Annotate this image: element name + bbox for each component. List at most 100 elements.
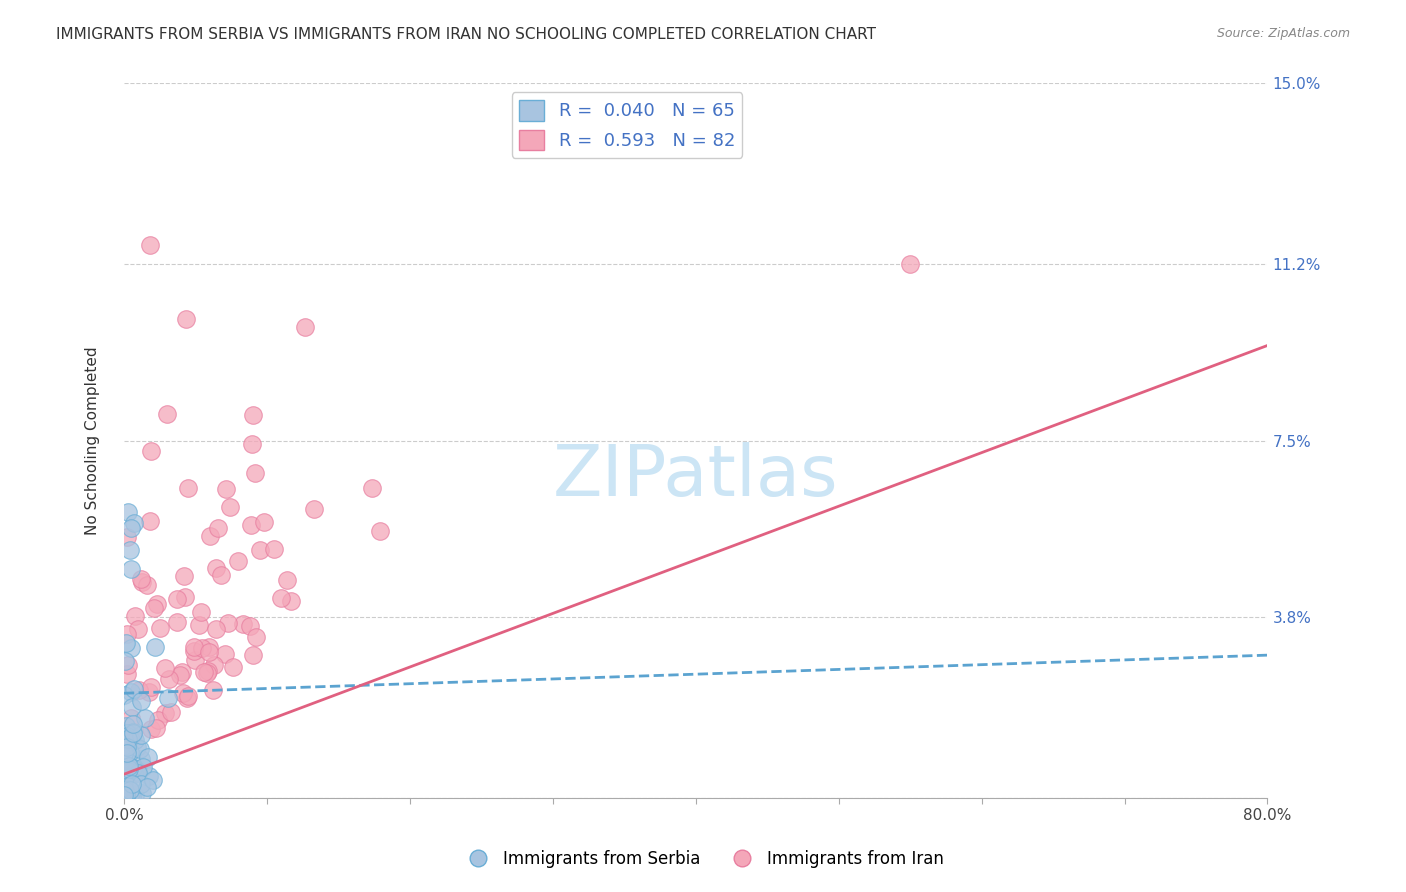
Point — [136, 780, 159, 794]
Point — [122, 766, 145, 780]
Point — [240, 436, 263, 450]
Point — [215, 482, 238, 496]
Point — [114, 788, 136, 802]
Point — [112, 688, 135, 702]
Point — [195, 665, 218, 680]
Point — [117, 731, 139, 746]
Point — [118, 543, 141, 558]
Point — [276, 573, 298, 587]
Point — [124, 609, 146, 624]
Point — [198, 640, 221, 655]
Point — [112, 747, 135, 761]
Point — [120, 640, 142, 655]
Point — [193, 665, 215, 679]
Point — [142, 773, 165, 788]
Point — [156, 691, 179, 706]
Point — [115, 789, 138, 803]
Point — [245, 630, 267, 644]
Point — [129, 573, 152, 587]
Point — [122, 726, 145, 740]
Point — [139, 238, 162, 252]
Point — [115, 530, 138, 544]
Point — [239, 619, 262, 633]
Point — [205, 622, 228, 636]
Point — [183, 640, 205, 654]
Point — [117, 730, 139, 744]
Point — [120, 711, 142, 725]
Point — [157, 672, 180, 686]
Point — [217, 616, 239, 631]
Point — [191, 641, 214, 656]
Point — [141, 722, 163, 736]
Point — [270, 591, 292, 606]
Point — [115, 626, 138, 640]
Point — [124, 732, 146, 747]
Point — [226, 554, 249, 568]
Point — [370, 524, 392, 539]
Point — [207, 521, 229, 535]
Point — [172, 686, 194, 700]
Point — [117, 764, 139, 778]
Point — [166, 591, 188, 606]
Point — [242, 648, 264, 662]
Point — [129, 777, 152, 791]
Point — [146, 713, 169, 727]
Point — [114, 654, 136, 668]
Point — [125, 739, 148, 754]
Point — [218, 500, 240, 515]
Point — [138, 685, 160, 699]
Legend: R =  0.040   N = 65, R =  0.593   N = 82: R = 0.040 N = 65, R = 0.593 N = 82 — [512, 93, 742, 158]
Point — [131, 574, 153, 589]
Point — [183, 653, 205, 667]
Point — [117, 505, 139, 519]
Point — [120, 562, 142, 576]
Point — [205, 561, 228, 575]
Point — [183, 643, 205, 657]
Point — [127, 763, 149, 777]
Point — [121, 776, 143, 790]
Point — [125, 765, 148, 780]
Point — [187, 617, 209, 632]
Point — [166, 615, 188, 629]
Point — [128, 623, 150, 637]
Point — [263, 541, 285, 556]
Point — [898, 257, 921, 271]
Point — [170, 665, 193, 679]
Point — [149, 621, 172, 635]
Point — [124, 788, 146, 802]
Point — [117, 779, 139, 793]
Point — [142, 601, 165, 615]
Text: Source: ZipAtlas.com: Source: ZipAtlas.com — [1216, 27, 1350, 40]
Point — [202, 683, 225, 698]
Point — [249, 543, 271, 558]
Point — [114, 636, 136, 650]
Point — [114, 719, 136, 733]
Point — [143, 640, 166, 654]
Point — [138, 514, 160, 528]
Text: IMMIGRANTS FROM SERBIA VS IMMIGRANTS FROM IRAN NO SCHOOLING COMPLETED CORRELATIO: IMMIGRANTS FROM SERBIA VS IMMIGRANTS FRO… — [56, 27, 876, 42]
Legend: Immigrants from Serbia, Immigrants from Iran: Immigrants from Serbia, Immigrants from … — [456, 844, 950, 875]
Point — [129, 752, 152, 766]
Point — [114, 765, 136, 780]
Point — [198, 645, 221, 659]
Point — [120, 685, 142, 699]
Point — [121, 717, 143, 731]
Point — [232, 616, 254, 631]
Point — [169, 668, 191, 682]
Point — [174, 590, 197, 604]
Point — [136, 578, 159, 592]
Point — [139, 443, 162, 458]
Point — [114, 739, 136, 753]
Point — [121, 700, 143, 714]
Point — [242, 408, 264, 422]
Point — [176, 690, 198, 705]
Point — [214, 648, 236, 662]
Point — [114, 783, 136, 797]
Point — [115, 746, 138, 760]
Point — [174, 312, 197, 326]
Point — [121, 789, 143, 804]
Point — [211, 568, 233, 582]
Point — [146, 597, 169, 611]
Point — [198, 529, 221, 543]
Point — [118, 762, 141, 776]
